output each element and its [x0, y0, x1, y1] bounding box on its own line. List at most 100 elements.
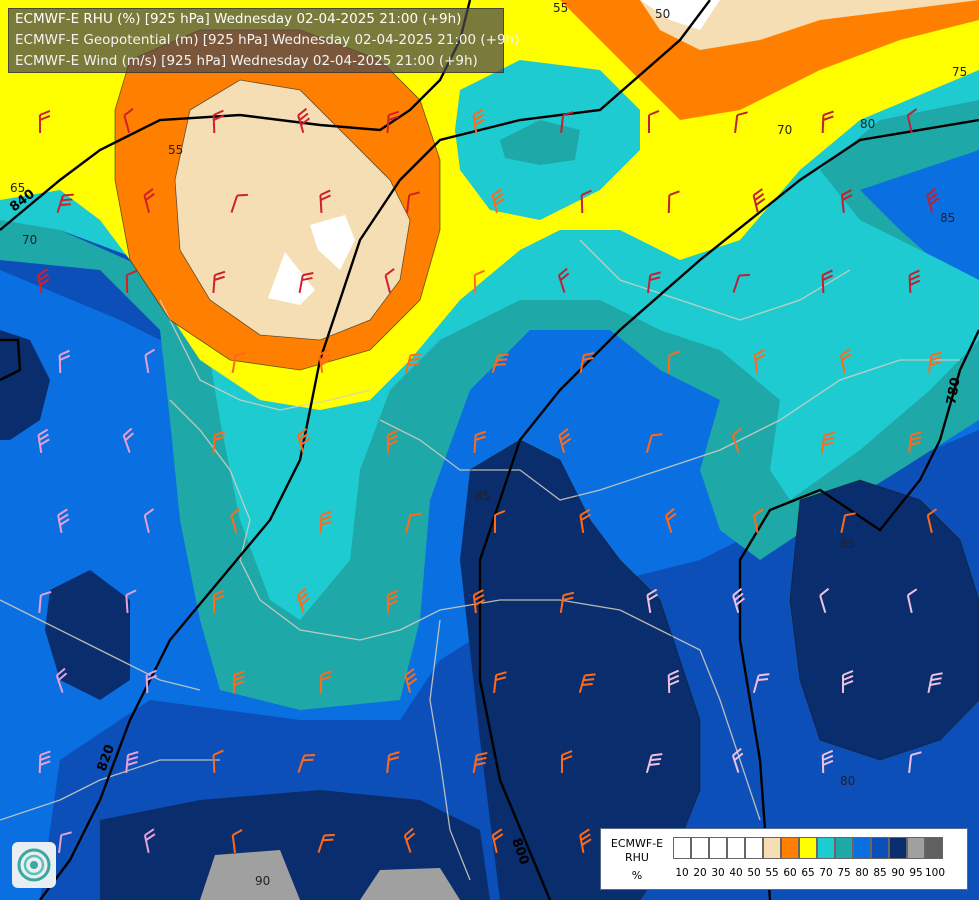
rh-label: 85: [475, 489, 490, 503]
wind-barb: [125, 589, 137, 614]
wind-barb: [667, 669, 680, 694]
wind-barb: [647, 271, 661, 294]
wind-barb: [56, 193, 74, 213]
wind-barb: [579, 351, 595, 374]
wind-barb: [645, 753, 663, 773]
geopotential-780-line: [738, 329, 979, 900]
wind-barb: [297, 753, 316, 773]
geopotential-800-line: [478, 118, 979, 900]
legend-tick: 70: [819, 867, 833, 879]
wind-barb: [908, 269, 921, 294]
wind-barb: [212, 430, 226, 454]
wind-barb: [926, 187, 940, 213]
legend-tick: 50: [747, 867, 761, 879]
rh-75-inner: [500, 120, 580, 165]
legend-ticks: 10 20 30 40 50 55 60 65 70 75 80 85 90 95 100: [673, 867, 946, 881]
wind-barb: [579, 828, 592, 854]
wind-barb: [667, 190, 680, 214]
wind-barb: [906, 108, 918, 134]
rh-contours: [114, 29, 979, 900]
rh-50-patch-b: [268, 252, 315, 305]
wind-barb: [319, 189, 331, 214]
wind-barb: [212, 589, 225, 614]
wind-barb: [55, 667, 68, 693]
rh-legend: ECMWF-E RHU % 10 20 30 40 50 55 60 65 70 75 80 85 90…: [600, 828, 968, 890]
legend-title-var: RHU: [625, 851, 649, 864]
wind-barb: [840, 512, 856, 534]
wind-barb: [230, 507, 241, 533]
rh-55-region: [175, 80, 410, 340]
wind-barb: [57, 508, 70, 534]
wind-barb: [578, 673, 596, 693]
wind-barb: [493, 510, 506, 534]
legend-swatch: [889, 837, 907, 859]
rh-label: 55: [168, 143, 183, 157]
legend-swatches: [673, 837, 943, 859]
legend-tick: 10: [675, 867, 689, 879]
wind-barb: [927, 672, 943, 694]
rh-55-region-ne: [640, 0, 979, 50]
wind-barb: [143, 828, 156, 854]
wind-barb: [732, 273, 750, 293]
wind-barb: [406, 191, 420, 214]
wind-barb: [908, 751, 922, 774]
geopotential-label: 780: [944, 376, 963, 405]
legend-title-source: ECMWF-E: [610, 837, 664, 850]
wind-barb: [665, 507, 677, 533]
wind-barb: [386, 429, 399, 454]
legend-tick: 60: [783, 867, 797, 879]
wind-barb: [404, 668, 418, 693]
wind-barb: [38, 590, 52, 614]
legend-swatch: [799, 837, 817, 859]
wind-barb: [580, 189, 592, 214]
legend-swatch: [925, 837, 943, 859]
wind-barb: [472, 589, 485, 614]
legend-tick: 90: [891, 867, 905, 879]
legend-tick: 85: [873, 867, 887, 879]
legend-tick: 95: [909, 867, 923, 879]
legend-tick: 30: [711, 867, 725, 879]
legend-tick: 80: [855, 867, 869, 879]
wind-barb: [319, 510, 332, 534]
rh-95-patch: [200, 850, 300, 900]
legend-title-unit: %: [631, 869, 643, 882]
legend-title: ECMWF-E RHU %: [605, 837, 669, 883]
wind-barb: [491, 188, 505, 214]
legend-tick: 55: [765, 867, 779, 879]
rh-label: 85: [840, 537, 855, 551]
wind-barb: [559, 591, 575, 614]
wind-barb: [906, 588, 918, 614]
wind-barb: [403, 827, 416, 853]
wind-barb: [145, 669, 158, 694]
wind-barb: [231, 828, 243, 854]
wind-barb: [58, 349, 71, 374]
wind-barb: [491, 828, 504, 854]
wind-barb: [386, 751, 400, 774]
legend-swatch: [727, 837, 745, 859]
geopotential-title: ECMWF-E Geopotential (m) [925 hPa] Wedne…: [15, 32, 520, 48]
legend-tick: 100: [925, 867, 946, 879]
legend-swatch: [763, 837, 781, 859]
wind-barb: [143, 188, 155, 213]
wind-barb: [557, 267, 570, 293]
wind-barb: [821, 269, 834, 294]
wind-barb: [821, 749, 834, 774]
wind-barbs: [37, 107, 943, 854]
wind-barb: [493, 671, 507, 694]
rh-90-region-west: [0, 330, 50, 440]
wind-barb: [491, 353, 509, 373]
rh-90-region-sw: [45, 570, 130, 700]
wind-barb: [212, 270, 226, 294]
wind-barb: [820, 431, 836, 454]
rh-label: 75: [952, 65, 967, 79]
wind-barb: [560, 750, 573, 774]
wind-barb: [386, 110, 400, 134]
rh-contour-labels: 55 50 55 65 70 70 80 75 85 85 80 85 90: [10, 1, 967, 888]
wind-barb: [752, 673, 770, 693]
map-title-panel: ECMWF-E RHU (%) [925 hPa] Wednesday 02-0…: [8, 8, 520, 73]
legend-swatch: [745, 837, 763, 859]
wind-barb: [319, 670, 332, 694]
rh-95-patch-b: [360, 868, 460, 900]
legend-swatch: [817, 837, 835, 859]
